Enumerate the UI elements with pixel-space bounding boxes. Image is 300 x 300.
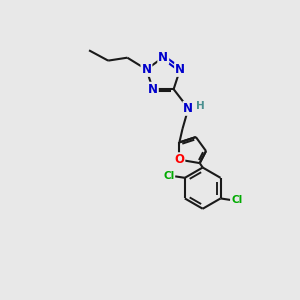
Text: Cl: Cl: [163, 171, 174, 182]
Text: H: H: [196, 101, 205, 111]
Text: N: N: [158, 51, 168, 64]
Text: O: O: [174, 153, 184, 166]
Text: N: N: [148, 83, 158, 96]
Text: N: N: [175, 63, 185, 76]
Text: Cl: Cl: [231, 195, 242, 205]
Text: N: N: [183, 102, 194, 115]
Text: N: N: [141, 63, 152, 76]
